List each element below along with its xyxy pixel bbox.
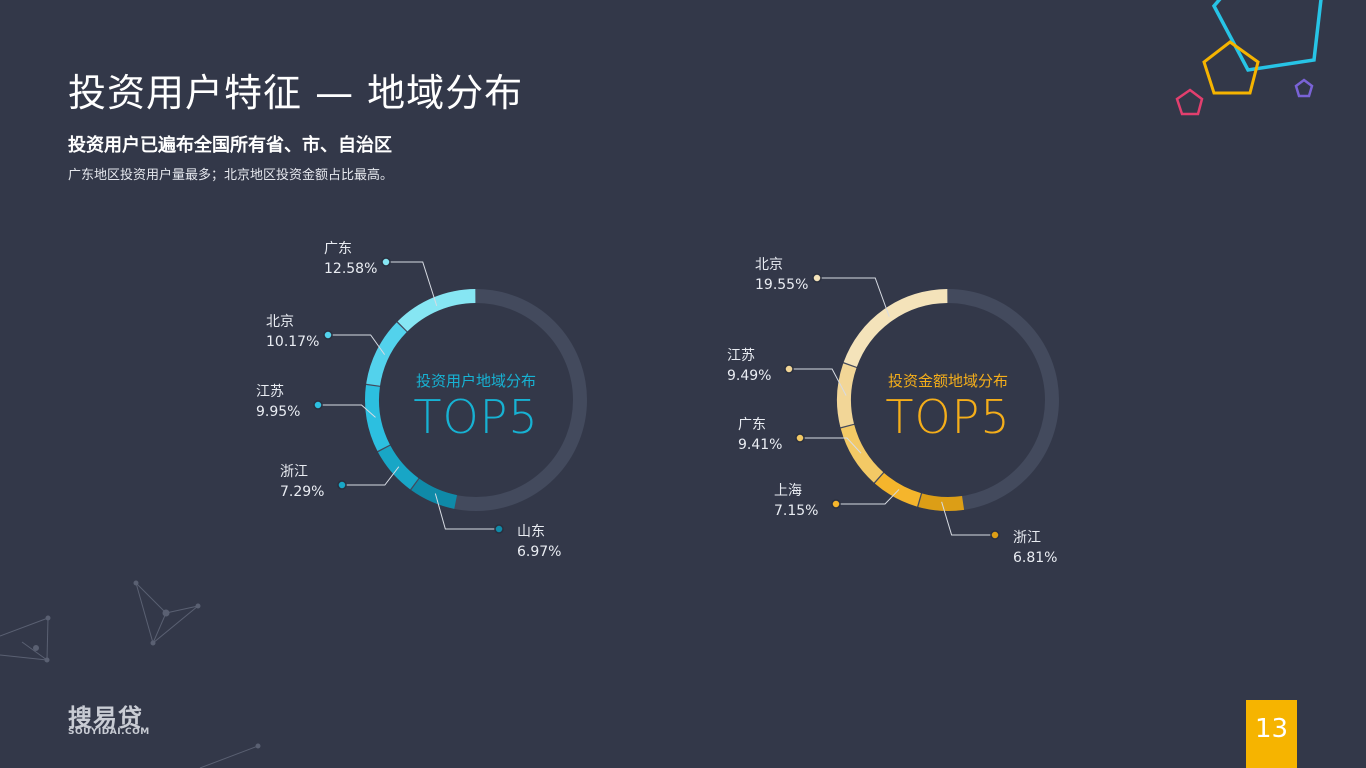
pentagon-yellow-deco <box>1202 40 1260 95</box>
chart-caption: 投资金额地域分布 <box>888 372 1008 390</box>
region-label: 江苏 <box>727 348 755 364</box>
region-percent-label: 9.41% <box>738 437 782 453</box>
leader-line <box>800 437 862 454</box>
donut-segment <box>365 385 390 452</box>
region-label: 浙江 <box>1013 530 1041 546</box>
label-dot <box>381 257 391 267</box>
region-percent-label: 9.49% <box>727 368 771 384</box>
donut-segment <box>918 493 965 511</box>
region-label: 北京 <box>266 314 294 330</box>
region-percent-label: 6.97% <box>517 544 561 560</box>
donut-segment <box>397 289 476 332</box>
leader-line <box>789 368 847 396</box>
label-dot <box>831 499 841 509</box>
leader-line <box>386 261 438 307</box>
label-dot <box>990 530 1000 540</box>
leader-line <box>817 277 890 317</box>
donut-segment <box>366 322 407 386</box>
region-percent-label: 10.17% <box>266 334 319 350</box>
region-percent-label: 7.15% <box>774 503 818 519</box>
user-region-donut-chart: 广东 12.58% 北京 10.17% 江苏 9.95% 浙江 7.29% 山东 6.97% 投资… <box>256 241 587 560</box>
label-dot <box>784 364 794 374</box>
region-label: 上海 <box>774 483 802 499</box>
label-dot <box>795 433 805 443</box>
amount-region-donut-chart: 北京 19.55% 江苏 9.49% 广东 9.41% 上海 7.15% 浙江 6.81% 投资金… <box>727 257 1059 566</box>
pentagon-cyan-deco <box>1211 0 1323 72</box>
page-title: 投资用户特征 — 地域分布 <box>68 71 524 115</box>
donut-segment <box>874 472 922 507</box>
region-label: 广东 <box>324 241 352 257</box>
donut-segment <box>411 478 458 509</box>
brand-logo: 搜易贷 <box>68 704 143 732</box>
page-number-badge: 13 <box>1246 700 1297 768</box>
region-percent-label: 6.81% <box>1013 550 1057 566</box>
donut-segment <box>843 289 948 368</box>
donut-segment <box>840 424 884 483</box>
label-dot <box>494 524 504 534</box>
leader-line <box>434 493 499 530</box>
leader-line <box>328 334 386 355</box>
region-percent-label: 9.95% <box>256 404 300 420</box>
page-description: 广东地区投资用户量最多；北京地区投资金额占比最高。 <box>68 168 394 183</box>
donut-segment <box>378 445 419 490</box>
brand-domain: SOUYIDAI.COM <box>68 727 150 737</box>
page-subtitle: 投资用户已遍布全国所有省、市、自治区 <box>68 135 392 156</box>
chart-caption: 投资用户地域分布 <box>416 372 536 390</box>
chart-center-label: TOP5 <box>413 390 538 444</box>
label-dot <box>323 330 333 340</box>
label-dot <box>313 400 323 410</box>
leader-line <box>342 466 400 486</box>
network-lines-deco <box>0 580 261 768</box>
region-percent-label: 12.58% <box>324 261 377 277</box>
leader-line <box>318 404 376 418</box>
chart-center-label: TOP5 <box>885 390 1010 444</box>
leader-line <box>836 489 900 505</box>
region-label: 江苏 <box>256 384 284 400</box>
region-percent-label: 7.29% <box>280 484 324 500</box>
region-percent-label: 19.55% <box>755 277 808 293</box>
pentagon-purple-deco <box>1294 78 1314 98</box>
region-label: 浙江 <box>280 464 308 480</box>
pentagon-pink-deco <box>1175 88 1204 116</box>
donut-segment <box>837 363 857 428</box>
region-label: 山东 <box>517 524 545 540</box>
leader-line <box>941 501 995 536</box>
region-label: 北京 <box>755 257 783 273</box>
label-dot <box>812 273 822 283</box>
label-dot <box>337 480 347 490</box>
region-label: 广东 <box>738 417 766 433</box>
